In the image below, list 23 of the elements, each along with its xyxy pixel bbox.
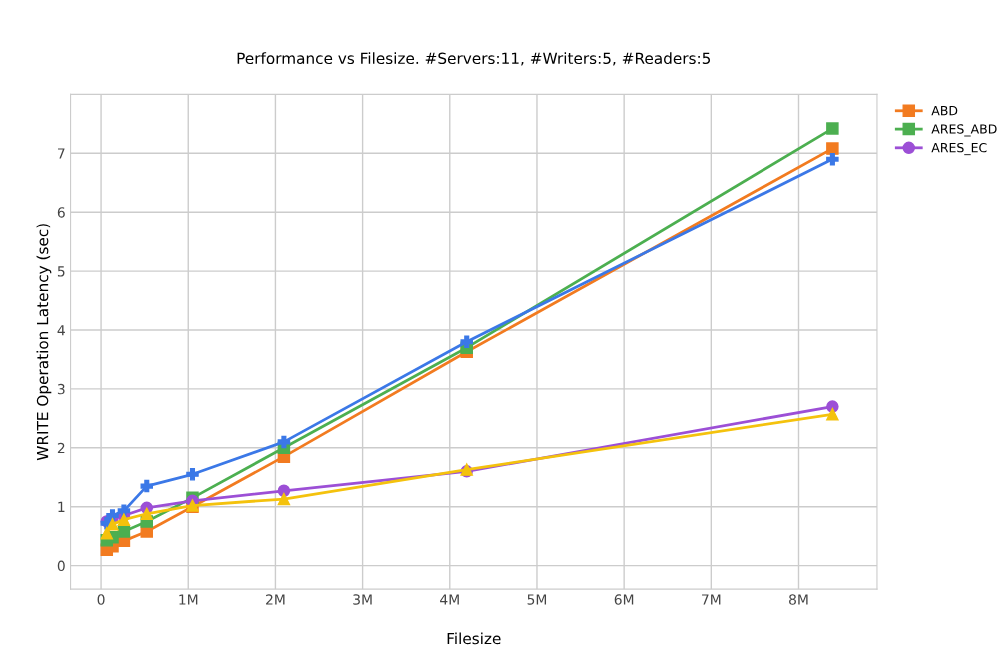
y-tick-label: 7: [58, 148, 65, 159]
y-tick-label: 4: [57, 325, 65, 336]
x-tick-label: 2M: [266, 594, 285, 605]
y-tick-label: 3: [57, 383, 65, 395]
x-tick-label: 4M: [440, 594, 459, 605]
x-axis-title: Filesize: [447, 632, 501, 645]
x-tick-label: 3M: [353, 594, 372, 605]
legend-label: ARES_ABD: [931, 124, 997, 137]
x-tick-label: 1M: [179, 594, 198, 605]
y-tick-label: 1: [58, 501, 65, 512]
y-tick-label: 0: [57, 560, 65, 572]
x-tick-label: 7M: [702, 594, 721, 605]
y-axis-title: WRITE Operation Latency (sec): [36, 224, 52, 461]
legend-label: ARES_EC: [931, 142, 987, 156]
legend-label: ABD: [931, 106, 958, 116]
x-tick-label: 5M: [527, 594, 547, 605]
x-tick-label: 8M: [789, 594, 808, 605]
y-tick-label: 6: [57, 207, 65, 218]
y-tick-label: 2: [57, 442, 65, 454]
y-tick-label: 5: [57, 266, 65, 277]
x-tick-label: 6M: [614, 594, 634, 605]
chart-title: Performance vs Filesize. #Servers:11, #Writers:5, #Readers:5: [237, 52, 711, 66]
x-tick-label: 0: [97, 594, 105, 605]
